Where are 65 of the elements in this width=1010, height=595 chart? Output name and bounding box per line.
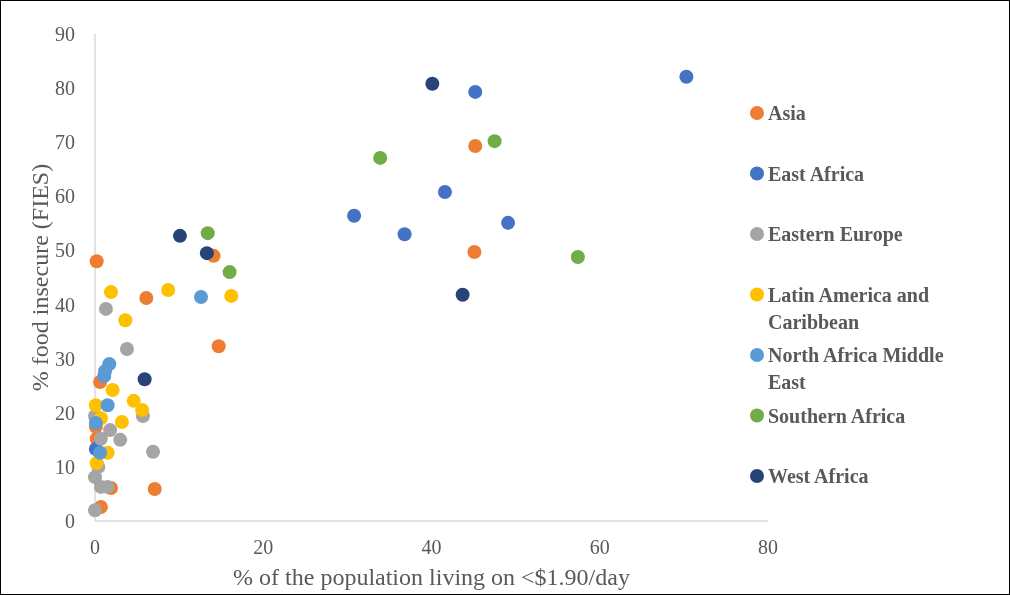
point (172, 228, 187, 243)
point (468, 84, 483, 99)
point (347, 208, 362, 223)
point (199, 246, 214, 261)
y-tick-label: 0 (65, 510, 75, 532)
point (211, 339, 226, 354)
y-tick-label: 80 (55, 77, 75, 100)
point (114, 414, 129, 429)
point (105, 383, 120, 398)
y-tick-label: 40 (55, 293, 75, 316)
y-tick-label: 30 (55, 347, 75, 370)
legend-label: North Africa Middle East (768, 344, 944, 393)
point (397, 227, 412, 242)
x-tick-label: 40 (421, 536, 442, 558)
point (425, 76, 440, 91)
point (139, 291, 154, 306)
point (103, 285, 118, 300)
point (103, 423, 118, 438)
y-tick-label: 20 (55, 401, 75, 424)
point (100, 398, 115, 413)
point (161, 282, 176, 297)
point (93, 445, 108, 460)
point (88, 398, 103, 413)
point (146, 444, 161, 459)
point (373, 150, 388, 165)
legend-label: West Africa (768, 465, 869, 487)
x-tick-label: 0 (90, 536, 100, 558)
point (113, 432, 128, 447)
point (437, 185, 452, 199)
x-tick-label: 80 (758, 536, 778, 558)
point (501, 215, 516, 230)
y-tick-label: 70 (55, 131, 75, 154)
point (455, 287, 470, 302)
legend-label: Latin America and Caribbean (768, 283, 930, 333)
point (224, 288, 239, 303)
point (147, 482, 162, 497)
point (137, 372, 152, 387)
point (200, 226, 215, 241)
point (118, 313, 133, 328)
x-tick-label: 60 (589, 536, 610, 558)
point (88, 503, 102, 518)
point (487, 134, 502, 149)
point (89, 254, 104, 269)
legend-label: Eastern Europe (768, 223, 903, 246)
x-tick-label: 20 (253, 536, 274, 558)
point (119, 341, 134, 356)
point (468, 139, 483, 153)
point (98, 301, 113, 316)
y-axis-title: % food insecure (FIES) (27, 163, 53, 392)
point (679, 69, 694, 84)
legend-label: East Africa (768, 162, 865, 185)
legend-label: Southern Africa (768, 404, 906, 427)
point (135, 403, 150, 418)
point (126, 393, 141, 408)
point (93, 431, 108, 446)
y-tick-label: 10 (55, 455, 75, 478)
point (570, 249, 585, 264)
point (194, 289, 208, 304)
x-axis-title: % of the population living on <$1.90/day (233, 564, 630, 590)
y-tick-label: 50 (55, 239, 75, 262)
point (467, 245, 482, 260)
point (222, 265, 237, 280)
legend-label: Asia (768, 102, 806, 124)
y-tick-label: 90 (55, 23, 75, 45)
y-tick-label: 60 (55, 185, 75, 208)
